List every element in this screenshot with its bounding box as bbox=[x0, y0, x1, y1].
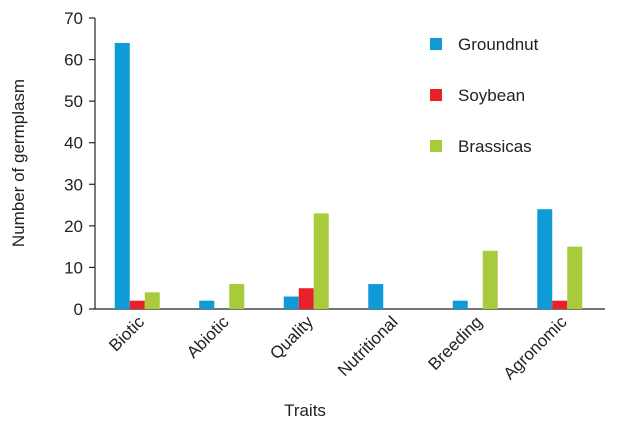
x-tick-label: Abiotic bbox=[183, 312, 233, 362]
bar bbox=[144, 292, 160, 309]
y-tick-label: 10 bbox=[64, 258, 83, 277]
bar bbox=[114, 42, 130, 309]
bar bbox=[298, 288, 314, 309]
bar bbox=[129, 300, 145, 309]
x-tick-label: Quality bbox=[266, 312, 317, 363]
bar bbox=[313, 213, 329, 309]
x-tick-label: Nutritional bbox=[334, 312, 402, 380]
legend-swatch bbox=[430, 140, 442, 152]
bar bbox=[567, 246, 583, 309]
y-tick-label: 30 bbox=[64, 175, 83, 194]
legend-swatch bbox=[430, 38, 442, 50]
x-tick-label: Breeding bbox=[425, 312, 487, 374]
bar bbox=[537, 209, 553, 309]
bar bbox=[452, 300, 468, 309]
bar bbox=[552, 300, 568, 309]
bar bbox=[283, 296, 299, 309]
y-tick-label: 50 bbox=[64, 92, 83, 111]
y-tick-label: 20 bbox=[64, 217, 83, 236]
x-axis-label: Traits bbox=[284, 401, 326, 420]
legend-swatch bbox=[430, 89, 442, 101]
legend-label: Groundnut bbox=[458, 35, 539, 54]
bar bbox=[368, 284, 384, 309]
x-tick-label: Agronomic bbox=[500, 312, 571, 383]
x-tick-label: Biotic bbox=[105, 312, 148, 355]
legend-label: Brassicas bbox=[458, 137, 532, 156]
bar bbox=[199, 300, 215, 309]
legend-label: Soybean bbox=[458, 86, 525, 105]
y-tick-label: 0 bbox=[74, 300, 83, 319]
y-tick-label: 60 bbox=[64, 51, 83, 70]
y-tick-label: 40 bbox=[64, 134, 83, 153]
y-tick-label: 70 bbox=[64, 9, 83, 28]
y-axis-label: Number of germplasm bbox=[9, 79, 28, 247]
bar bbox=[482, 250, 498, 309]
bar bbox=[229, 284, 245, 309]
